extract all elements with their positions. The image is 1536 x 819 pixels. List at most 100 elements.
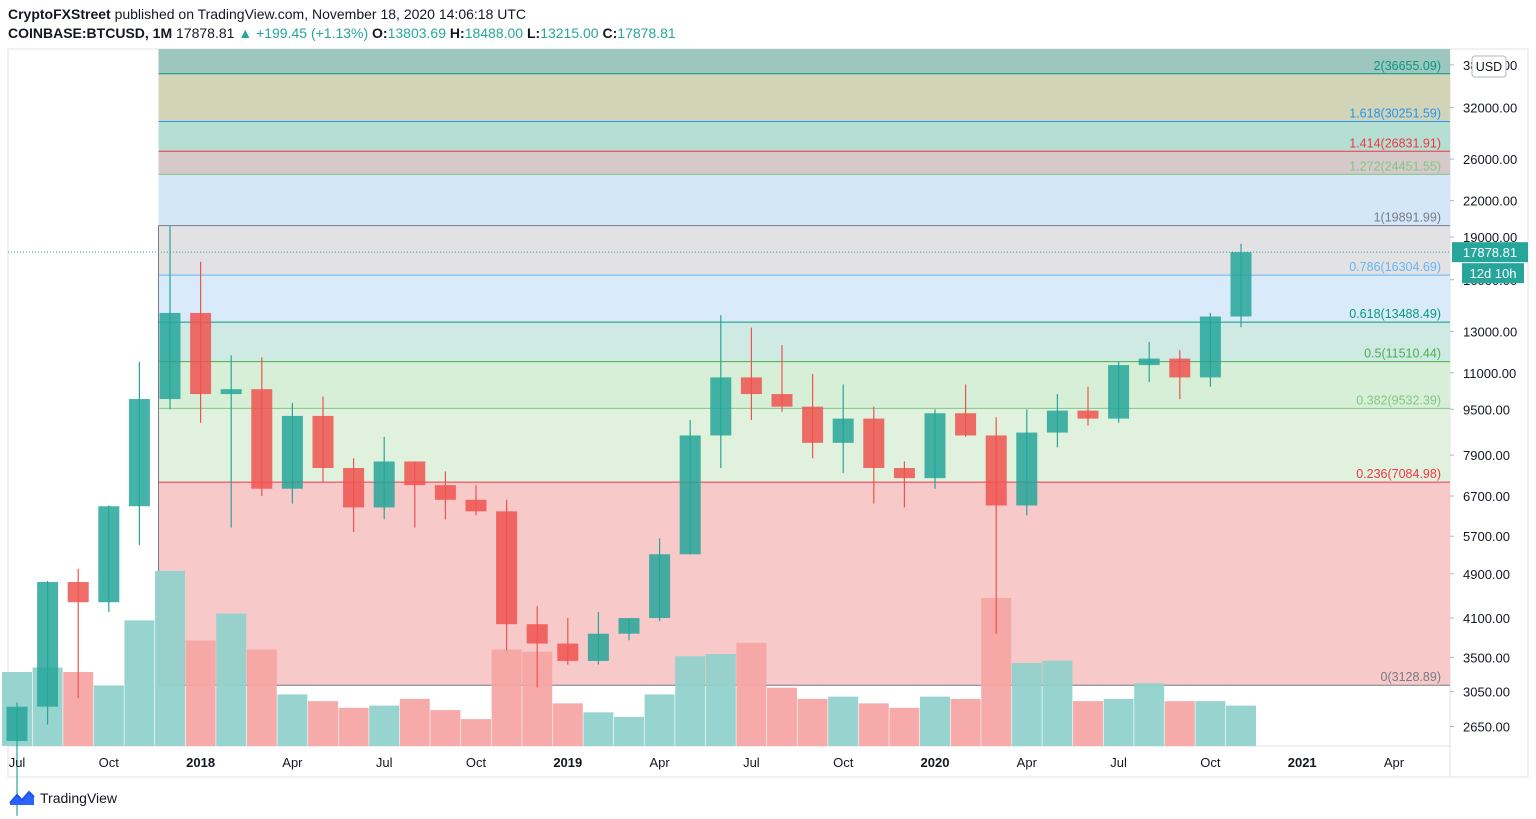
time-tick-label: 2018 <box>186 755 215 770</box>
candle-body <box>557 643 579 661</box>
time-tick-label: Apr <box>1384 755 1405 770</box>
candle-2018-08 <box>404 461 426 528</box>
high-value: 18488.00 <box>464 25 524 41</box>
publisher-name[interactable]: CryptoFXStreet <box>8 6 111 22</box>
candle-body <box>128 399 150 507</box>
volume-bar <box>277 694 308 746</box>
current-price-label: 17878.81 <box>1463 245 1517 260</box>
fib-zone-top <box>158 49 1450 74</box>
volume-bar <box>583 712 614 746</box>
volume-bar <box>93 685 124 746</box>
price-tick-label: 2650.00 <box>1463 720 1510 735</box>
candle-2020-04 <box>1016 409 1038 516</box>
candle-2020-02 <box>955 384 977 437</box>
low-label: L: <box>526 25 541 41</box>
candle-body <box>710 377 732 436</box>
candle-body <box>373 461 395 508</box>
candle-body <box>496 511 518 625</box>
candle-body <box>6 706 28 741</box>
candle-2018-02 <box>220 355 242 528</box>
volume-bar <box>767 687 797 746</box>
candle-body <box>618 618 640 634</box>
currency-badge[interactable]: USD <box>1471 55 1507 78</box>
fib-label: 0.618(13488.49) <box>1349 307 1441 321</box>
volume-bar <box>1226 705 1256 746</box>
candlestick-series <box>6 225 1252 816</box>
time-tick-label: Oct <box>1200 755 1221 770</box>
volume-bar <box>155 571 185 746</box>
price-tick-label: 4900.00 <box>1463 567 1510 582</box>
time-tick-label: Oct <box>99 755 120 770</box>
last-price: 17878.81 <box>176 25 235 41</box>
up-arrow-icon: ▲ <box>238 25 253 41</box>
candle-body <box>587 633 609 661</box>
price-tick-label: 3500.00 <box>1463 650 1510 665</box>
price-tick-label: 11000.00 <box>1463 366 1516 381</box>
symbol-name[interactable]: COINBASE:BTCUSD, 1M <box>8 25 173 41</box>
open-value: 13803.69 <box>387 25 447 41</box>
price-tick-label: 6700.00 <box>1463 489 1510 504</box>
volume-bar <box>246 649 277 746</box>
candle-body <box>802 406 824 443</box>
time-tick-label: Apr <box>1017 755 1038 770</box>
volume-bar <box>1042 660 1073 746</box>
fib-zone-1-618 <box>158 121 1450 152</box>
candle-2018-11 <box>496 499 518 651</box>
fib-label: 0.786(16304.69) <box>1349 260 1441 274</box>
candle-2019-01 <box>557 618 579 665</box>
fib-label: 0.5(11510.44) <box>1364 347 1441 361</box>
volume-bar <box>858 703 889 746</box>
candle-body <box>281 415 303 489</box>
candle-body <box>924 413 946 479</box>
candle-body <box>343 468 365 508</box>
time-axis: Jul Oct 2018 Apr Jul Oct 2019 Apr Jul Oct 2020 Apr J… <box>9 755 1405 770</box>
fib-label: 1.272(24451.55) <box>1349 159 1441 173</box>
time-tick-label: Oct <box>833 755 854 770</box>
price-tick-label: 19000.00 <box>1463 230 1517 245</box>
volume-bar <box>491 649 522 746</box>
currency-badge-box <box>1471 55 1507 78</box>
candle-2019-11 <box>863 406 885 504</box>
fib-label: 2(36655.09) <box>1374 59 1441 73</box>
candle-2017-08 <box>37 580 59 725</box>
time-tick-label: Apr <box>649 755 670 770</box>
volume-bar <box>705 654 736 746</box>
candle-2017-12 <box>159 225 181 410</box>
price-tick-label: 26000.00 <box>1463 152 1517 167</box>
candle-body <box>1169 358 1191 378</box>
candle-body <box>159 312 181 400</box>
candle-2019-07 <box>740 327 762 420</box>
candle-2018-09 <box>434 471 456 520</box>
volume-bar <box>675 656 706 746</box>
price-tick-label: 9500.00 <box>1463 402 1510 417</box>
candle-body <box>893 468 915 479</box>
price-tick-label: 3050.00 <box>1463 685 1510 700</box>
volume-bar <box>1134 683 1165 746</box>
candle-2019-05 <box>679 419 701 555</box>
tradingview-logo-icon <box>9 790 35 805</box>
fib-zone-0-5 <box>158 361 1450 409</box>
candle-2017-09 <box>67 568 89 699</box>
volume-bar <box>369 705 400 746</box>
fib-zone-0-618 <box>158 322 1450 362</box>
time-tick-label: Jul <box>9 755 26 770</box>
tradingview-brand-text[interactable]: TradingView <box>40 790 118 806</box>
volume-bar <box>736 642 767 746</box>
low-value: 13215.00 <box>540 25 599 41</box>
price-tick-label: 32000.00 <box>1463 101 1517 116</box>
volume-bar <box>828 696 859 746</box>
candle-2020-09 <box>1169 350 1191 400</box>
current-price-box <box>1452 242 1528 263</box>
volume-bar <box>124 620 155 746</box>
volume-bar <box>308 701 338 746</box>
candle-2020-03 <box>985 417 1007 634</box>
price-tick-label: 4100.00 <box>1463 611 1510 626</box>
volume-bar <box>399 698 430 746</box>
candle-2018-05 <box>312 396 334 482</box>
candle-body <box>220 389 242 395</box>
candle-2019-08 <box>771 345 793 412</box>
price-tick-label: 5700.00 <box>1463 529 1510 544</box>
price-tick-label: 22000.00 <box>1463 194 1517 209</box>
fib-label: 0.236(7084.98) <box>1356 467 1441 481</box>
